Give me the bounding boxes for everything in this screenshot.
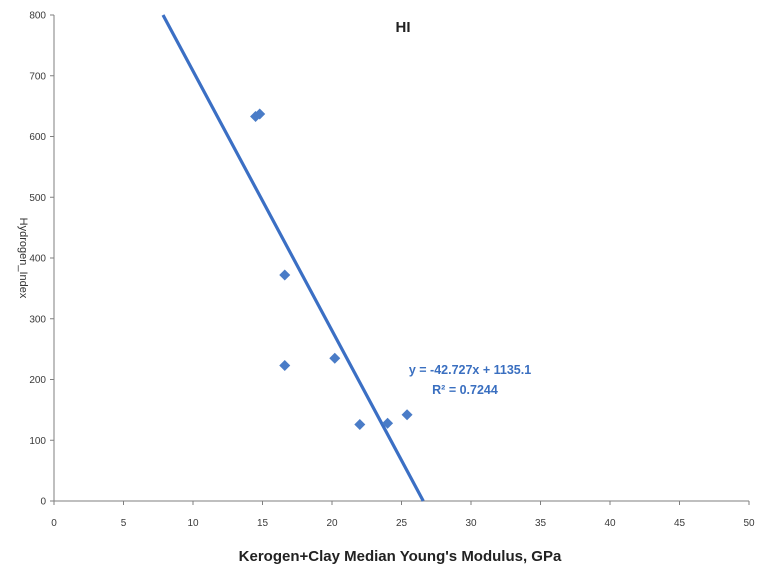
x-tick-label: 35 — [535, 518, 547, 529]
y-tick-label: 700 — [29, 71, 46, 82]
y-tick-label: 400 — [29, 254, 46, 265]
x-tick-label: 15 — [257, 518, 269, 529]
y-tick-label: 800 — [29, 11, 46, 22]
data-point — [329, 352, 341, 364]
x-tick-label: 50 — [743, 518, 755, 529]
y-tick-label: 100 — [29, 436, 46, 447]
y-tick-label: 500 — [29, 193, 46, 204]
y-tick-label: 600 — [29, 132, 46, 143]
x-tick-label: 30 — [465, 518, 477, 529]
trendline-equation: y = -42.727x + 1135.1 — [409, 363, 531, 377]
x-tick-label: 25 — [396, 518, 408, 529]
x-tick-label: 20 — [326, 518, 338, 529]
chart-title: HI — [396, 19, 411, 36]
x-tick-label: 5 — [121, 518, 127, 529]
data-point — [401, 409, 413, 421]
y-axis-label: Hydrogen_Index — [17, 218, 29, 299]
data-point — [279, 360, 291, 372]
x-axis-label: Kerogen+Clay Median Young's Modulus, GPa — [239, 548, 562, 565]
x-axis-ticks: 0 5 10 15 20 25 30 35 40 45 50 — [51, 501, 755, 529]
data-points — [250, 108, 413, 430]
data-point — [254, 108, 266, 120]
x-tick-label: 45 — [674, 518, 686, 529]
trendline-group — [161, 14, 425, 502]
x-tick-label: 40 — [604, 518, 616, 529]
data-point — [382, 417, 394, 429]
trendline — [161, 14, 425, 502]
data-point — [354, 418, 366, 430]
y-axis-ticks: 0 100 200 300 400 500 600 700 800 — [29, 11, 54, 508]
y-tick-label: 300 — [29, 314, 46, 325]
y-tick-label: 0 — [40, 497, 46, 508]
x-tick-label: 0 — [51, 518, 57, 529]
axes — [53, 15, 749, 502]
trendline-r2: R² = 0.7244 — [432, 383, 498, 397]
x-tick-label: 10 — [187, 518, 199, 529]
y-tick-label: 200 — [29, 375, 46, 386]
data-point — [279, 269, 291, 281]
